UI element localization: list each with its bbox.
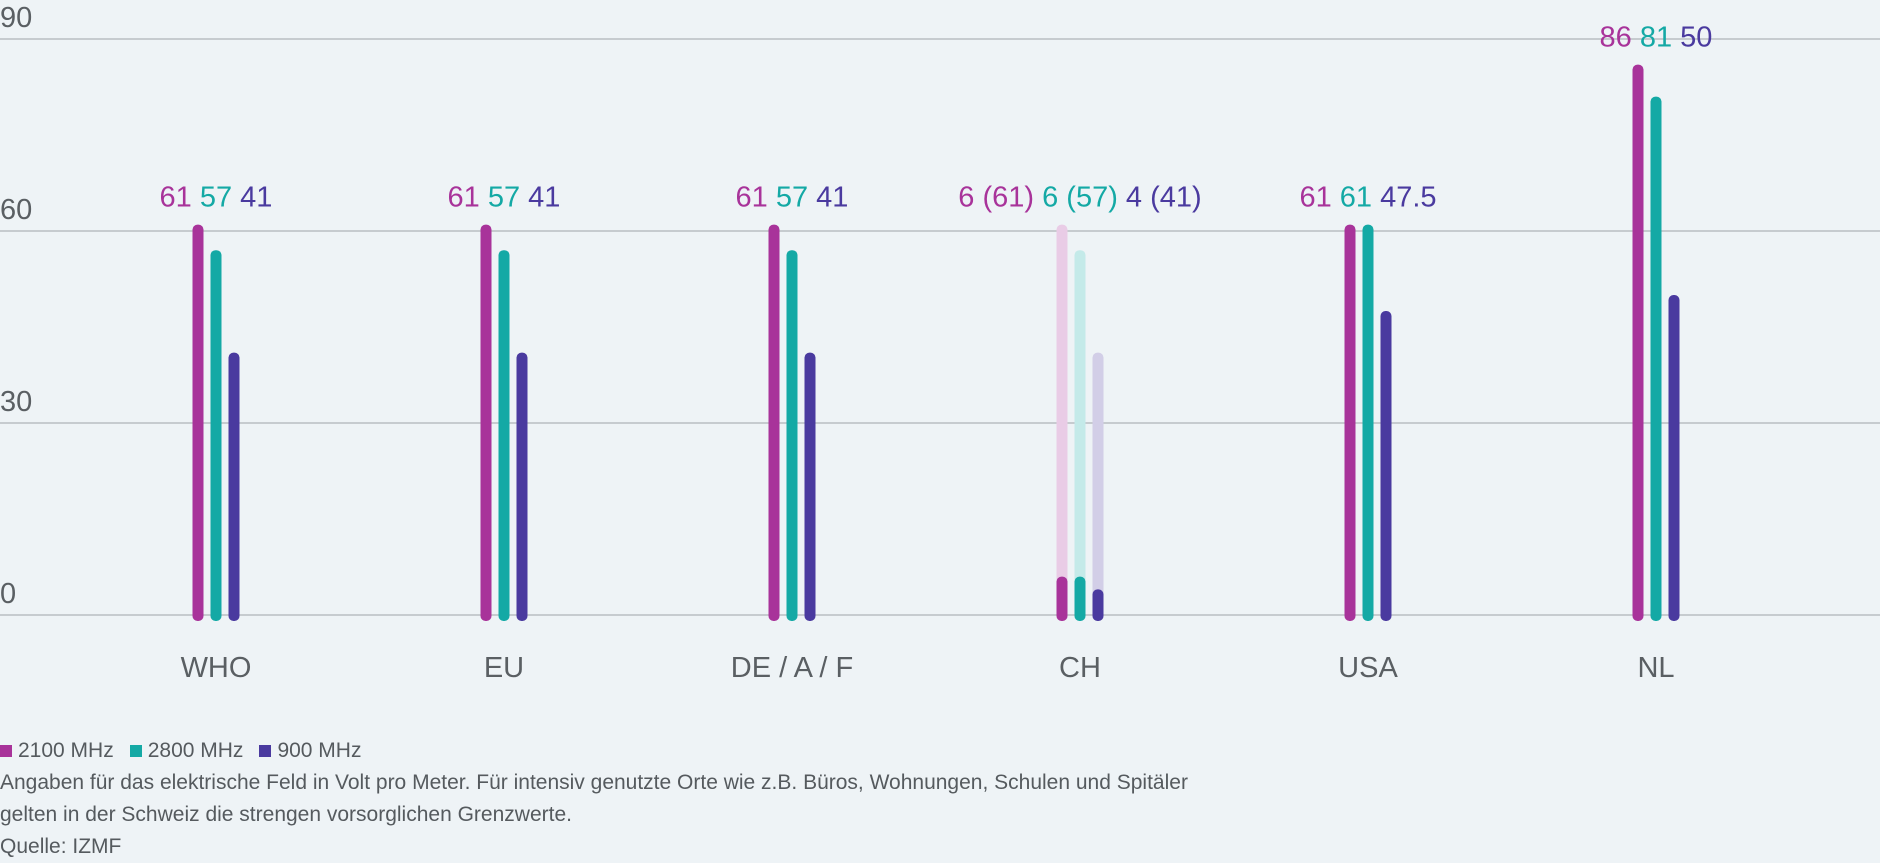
value-label-ch-2: 4 (41) xyxy=(1118,182,1202,214)
value-label-nl-1: 81 xyxy=(1632,22,1672,54)
chart-footer: 2100 MHz 2800 MHz 900 MHz Angaben für da… xyxy=(0,735,1300,863)
category-label-ch: CH xyxy=(1059,652,1101,684)
value-label-eu-1: 57 xyxy=(480,182,520,214)
legend-swatch-2800 xyxy=(129,745,142,757)
value-label-de-a-f-0: 61 xyxy=(736,182,768,214)
value-label-group-nl: 86 81 50 xyxy=(1600,22,1713,54)
chart-note-line-2: gelten in der Schweiz die strengen vorso… xyxy=(0,803,572,826)
value-label-usa-1: 61 xyxy=(1332,182,1372,214)
bar-de-a-f-900-mhz xyxy=(804,352,816,621)
bar-eu-2800-mhz xyxy=(498,250,510,621)
bar-usa-900-mhz xyxy=(1380,311,1392,621)
bar-ch-2800-mhz xyxy=(1074,576,1086,621)
bar-who-900-mhz xyxy=(228,352,240,621)
value-label-de-a-f-1: 57 xyxy=(768,182,808,214)
ghost-bar-ch-2 xyxy=(1092,352,1104,621)
y-tick-label-90: 90 xyxy=(0,2,32,34)
value-label-de-a-f-2: 41 xyxy=(808,182,848,214)
category-label-nl: NL xyxy=(1637,652,1674,684)
bar-nl-2800-mhz xyxy=(1650,96,1662,622)
value-label-group-usa: 61 61 47.5 xyxy=(1299,182,1436,214)
chart-source: Quelle: IZMF xyxy=(0,835,122,858)
legend-item-2800: 2800 MHz xyxy=(129,735,244,767)
legend: 2100 MHz 2800 MHz 900 MHz xyxy=(0,735,1300,767)
bar-nl-900-mhz xyxy=(1668,295,1680,621)
value-label-group-who: 61 57 41 xyxy=(160,182,273,214)
legend-swatch-900 xyxy=(259,745,272,757)
category-label-eu: EU xyxy=(484,652,524,684)
y-tick-label-30: 30 xyxy=(0,386,32,418)
legend-label-2100: 2100 MHz xyxy=(18,739,114,762)
bar-eu-900-mhz xyxy=(516,352,528,621)
bar-ch-900-mhz xyxy=(1092,589,1104,621)
bar-eu-2100-mhz xyxy=(480,224,492,621)
ghost-bar-ch-1 xyxy=(1074,250,1086,621)
bar-who-2100-mhz xyxy=(192,224,204,621)
bar-de-a-f-2100-mhz xyxy=(768,224,780,621)
value-label-group-ch: 6 (61) 6 (57) 4 (41) xyxy=(958,182,1201,214)
ghost-bar-ch-0 xyxy=(1056,224,1068,621)
bar-usa-2800-mhz xyxy=(1362,224,1374,621)
category-label-de-a-f: DE / A / F xyxy=(731,652,854,684)
value-label-eu-0: 61 xyxy=(448,182,480,214)
value-label-nl-2: 50 xyxy=(1672,22,1712,54)
legend-swatch-2100 xyxy=(0,745,12,757)
legend-label-2800: 2800 MHz xyxy=(147,739,244,762)
value-label-who-2: 41 xyxy=(232,182,272,214)
category-label-who: WHO xyxy=(181,652,252,684)
value-label-group-de-a-f: 61 57 41 xyxy=(736,182,849,214)
value-label-ch-1: 6 (57) xyxy=(1034,182,1118,214)
bar-de-a-f-2800-mhz xyxy=(786,250,798,621)
chart-note-line-1: Angaben für das elektrische Feld in Volt… xyxy=(0,771,1188,794)
value-label-eu-2: 41 xyxy=(520,182,560,214)
value-label-group-eu: 61 57 41 xyxy=(448,182,561,214)
y-tick-label-60: 60 xyxy=(0,194,32,226)
value-label-ch-0: 6 (61) xyxy=(958,182,1034,214)
bar-ch-2100-mhz xyxy=(1056,576,1068,621)
category-label-usa: USA xyxy=(1338,652,1398,684)
legend-item-2100: 2100 MHz xyxy=(0,735,114,767)
value-label-usa-0: 61 xyxy=(1299,182,1331,214)
bar-nl-2100-mhz xyxy=(1632,64,1644,622)
legend-label-900: 900 MHz xyxy=(277,739,362,762)
bar-who-2800-mhz xyxy=(210,250,222,621)
value-label-nl-0: 86 xyxy=(1600,22,1632,54)
y-tick-label-0: 0 xyxy=(0,578,16,610)
value-label-usa-2: 47.5 xyxy=(1372,182,1437,214)
value-label-who-0: 61 xyxy=(160,182,192,214)
bar-usa-2100-mhz xyxy=(1344,224,1356,621)
value-label-who-1: 57 xyxy=(192,182,232,214)
legend-item-900: 900 MHz xyxy=(259,735,361,767)
